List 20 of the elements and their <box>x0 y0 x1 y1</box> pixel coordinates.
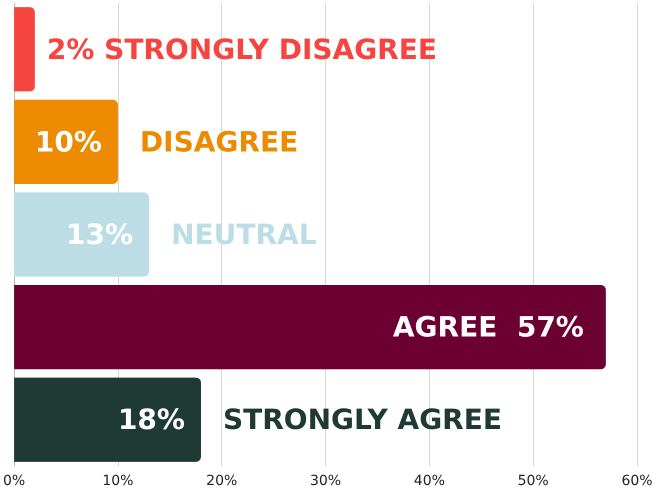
bar <box>14 7 35 92</box>
bar <box>14 378 201 462</box>
y-tick-label: DISAGREE <box>140 125 298 158</box>
data-label: 13% <box>66 218 134 251</box>
text: 2% STRONGLY DISAGREE <box>46 32 438 66</box>
x-tick-label: 10% <box>102 473 134 489</box>
data-label: 18% <box>118 403 185 436</box>
category-label: AGREE 57% <box>392 310 584 344</box>
x-tick-label: 40% <box>414 473 445 489</box>
bar <box>14 100 118 184</box>
x-tick-label: 50% <box>518 473 549 489</box>
y-tick-label: NEUTRAL <box>171 218 317 251</box>
x-tick-label: 20% <box>206 473 238 489</box>
bar <box>14 192 150 277</box>
y-tick-label: STRONGLY AGREE <box>222 403 502 436</box>
x-tick-label: 60% <box>621 473 653 489</box>
data-label: 10% <box>34 125 102 158</box>
x-tick-label: 0% <box>2 473 26 489</box>
bar <box>14 284 606 370</box>
x-tick-label: 30% <box>310 473 342 489</box>
